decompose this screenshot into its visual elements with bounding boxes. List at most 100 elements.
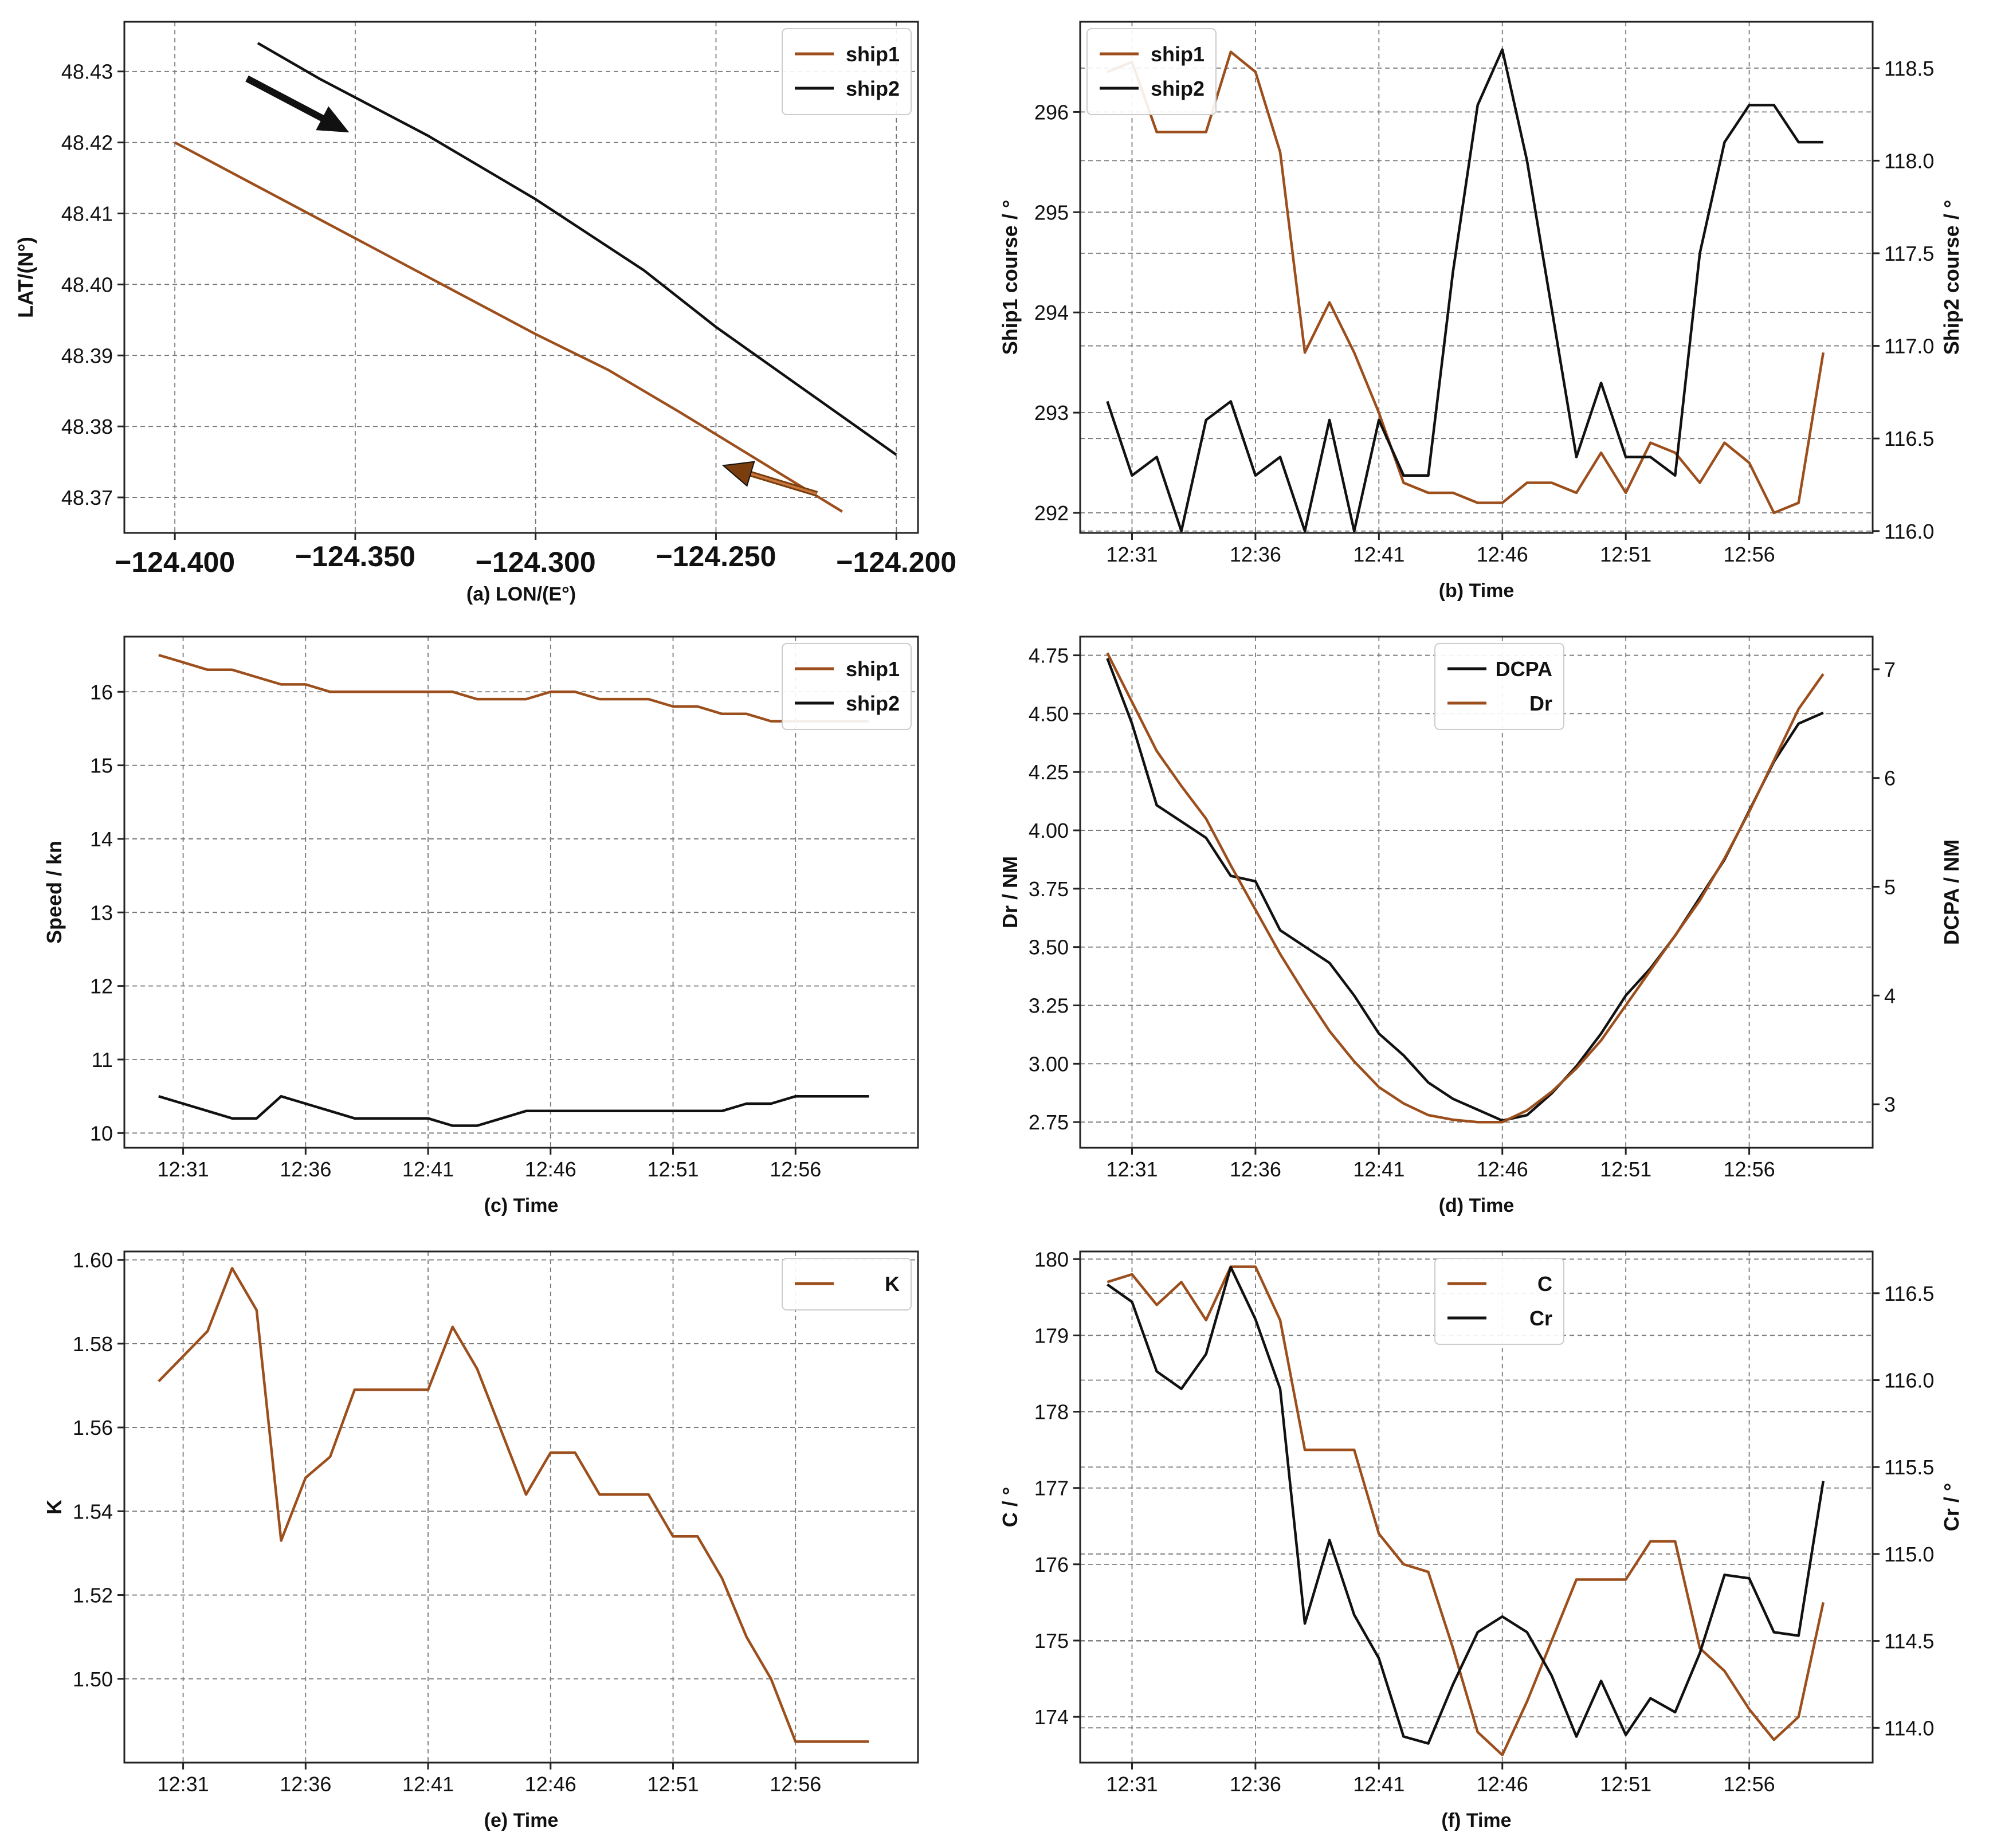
y-tick-label: 4.25	[1029, 760, 1069, 784]
x-tick-label: 12:36	[1230, 1158, 1281, 1181]
legend-box	[782, 643, 912, 730]
y-tick-label: 10	[90, 1121, 113, 1145]
legend-label-ship2: ship2	[846, 77, 900, 100]
x-tick-label: 12:56	[1724, 543, 1775, 566]
legend-label-DCPA: DCPA	[1496, 657, 1552, 681]
x-tick-label: 12:46	[525, 1158, 576, 1181]
series-line-Cr	[1107, 1266, 1825, 1745]
x-tick-label: 12:36	[1230, 1772, 1281, 1796]
y-tick-label: 48.42	[61, 131, 113, 155]
y-tick-label: 3.75	[1029, 877, 1069, 901]
x-tick-label: −124.250	[656, 540, 776, 572]
x-tick-label: 12:41	[1353, 1772, 1404, 1796]
y2-axis-label: Cr / °	[1940, 1483, 1963, 1531]
x-tick-label: 12:56	[770, 1158, 821, 1181]
y2-tick-label: 114.5	[1884, 1630, 1934, 1653]
x-tick-label: 12:51	[1600, 1772, 1651, 1796]
panel-c: 12:31 12:36 12:41 12:46 12:51 12:56 10 11 12 13 14…	[42, 635, 919, 1217]
y-axis-label: K	[42, 1500, 66, 1515]
x-tick-label: 12:31	[158, 1772, 209, 1796]
x-tick-label: 12:41	[402, 1772, 454, 1796]
y-tick-label: 177	[1034, 1477, 1069, 1500]
series-line-C	[1107, 1265, 1825, 1756]
legend-e: K	[782, 1258, 912, 1311]
legend-box	[782, 28, 912, 115]
x-tick-label: 12:31	[1106, 1772, 1158, 1796]
series-line-ship2	[158, 1094, 869, 1127]
y-tick-label: 48.37	[61, 486, 113, 509]
x-tick-label: 12:46	[1477, 1772, 1528, 1796]
direction-arrowhead-ship1	[721, 461, 755, 487]
y2-tick-label: 117.0	[1884, 335, 1934, 358]
y2-tick-label: 116.0	[1884, 1369, 1934, 1392]
legend-f: C Cr	[1434, 1258, 1564, 1345]
series-line-Dr	[1106, 652, 1825, 1124]
plot-frame-d	[1079, 635, 1874, 1149]
legend-label-ship1: ship1	[1151, 42, 1205, 66]
legend-box	[782, 1258, 912, 1311]
x-tick-label: −124.300	[476, 546, 596, 578]
x-tick-label: −124.350	[295, 540, 415, 572]
y2-tick-label: 118.5	[1884, 57, 1934, 80]
x-tick-label: −124.200	[836, 546, 956, 578]
series-line-ship1	[1107, 50, 1825, 515]
y-tick-label: 48.38	[61, 415, 113, 438]
y-tick-label: 296	[1034, 100, 1069, 124]
legend-label-ship2: ship2	[846, 692, 900, 715]
plot-frame-e	[123, 1250, 919, 1764]
y-tick-label: 294	[1034, 301, 1069, 324]
y2-tick-label: 7	[1884, 658, 1896, 681]
y-tick-label: 48.41	[61, 202, 113, 226]
y-axis-label: Speed / kn	[42, 841, 66, 944]
legend-label-C: C	[1537, 1272, 1552, 1296]
y-tick-label: 174	[1034, 1705, 1069, 1729]
y-tick-label: 48.43	[61, 60, 113, 84]
y2-tick-label: 3	[1884, 1093, 1896, 1116]
plot-frame-b	[1079, 21, 1874, 534]
series-line-K	[158, 1266, 869, 1743]
y-tick-label: 16	[90, 680, 113, 704]
series-line-ship2	[257, 42, 897, 456]
legend-label-Cr: Cr	[1529, 1306, 1552, 1330]
y2-tick-label: 4	[1884, 984, 1896, 1007]
x-tick-label: 12:51	[647, 1158, 699, 1181]
legend-label-ship2: ship2	[1151, 77, 1205, 100]
grid-e	[124, 1251, 918, 1763]
legend-d: DCPA Dr	[1434, 643, 1564, 730]
x-tick-label: 12:51	[1600, 543, 1651, 566]
plot-frame-a	[123, 21, 919, 534]
direction-arrow-highlight-ship1	[750, 472, 818, 495]
y2-tick-label: 115.5	[1884, 1455, 1934, 1479]
y-tick-label: 178	[1034, 1400, 1069, 1424]
panel-caption: (f) Time	[1441, 1810, 1511, 1831]
legend-label-ship1: ship1	[846, 42, 900, 66]
direction-arrowhead-ship2	[316, 106, 350, 133]
panel-e: 12:31 12:36 12:41 12:46 12:51 12:56 1.50 1.52 1.…	[42, 1249, 919, 1831]
legend-a: ship1 ship2	[782, 28, 912, 115]
series-line-ship1	[174, 141, 843, 513]
y-tick-label: 4.75	[1029, 644, 1069, 668]
legend-label-ship1: ship1	[846, 657, 900, 681]
y2-tick-label: 115.0	[1884, 1543, 1934, 1566]
panel-caption: (d) Time	[1439, 1195, 1515, 1217]
x-tick-label: 12:51	[1600, 1158, 1651, 1181]
y-tick-label: 180	[1034, 1247, 1069, 1271]
panel-caption: (c) Time	[484, 1195, 559, 1217]
y-tick-label: 1.50	[73, 1667, 113, 1691]
x-tick-label: 12:51	[647, 1772, 699, 1796]
y-tick-label: 11	[92, 1048, 113, 1072]
x-tick-label: 12:46	[1477, 1158, 1528, 1181]
y-tick-label: 176	[1034, 1553, 1069, 1576]
y2-tick-label: 117.5	[1884, 242, 1934, 265]
plot-frame-f	[1079, 1250, 1874, 1764]
x-tick-label: 12:41	[1353, 543, 1404, 566]
y-axis-label: C / °	[998, 1487, 1022, 1527]
x-tick-label: 12:56	[1724, 1158, 1775, 1181]
y-tick-label: 175	[1034, 1629, 1069, 1653]
panel-caption: (a) LON/(E°)	[466, 583, 576, 605]
x-tick-label: 12:31	[158, 1158, 209, 1181]
plot-frame-c	[123, 635, 919, 1149]
y-tick-label: 295	[1034, 201, 1069, 224]
y-tick-label: 1.60	[73, 1249, 113, 1272]
x-tick-label: 12:36	[280, 1158, 331, 1181]
